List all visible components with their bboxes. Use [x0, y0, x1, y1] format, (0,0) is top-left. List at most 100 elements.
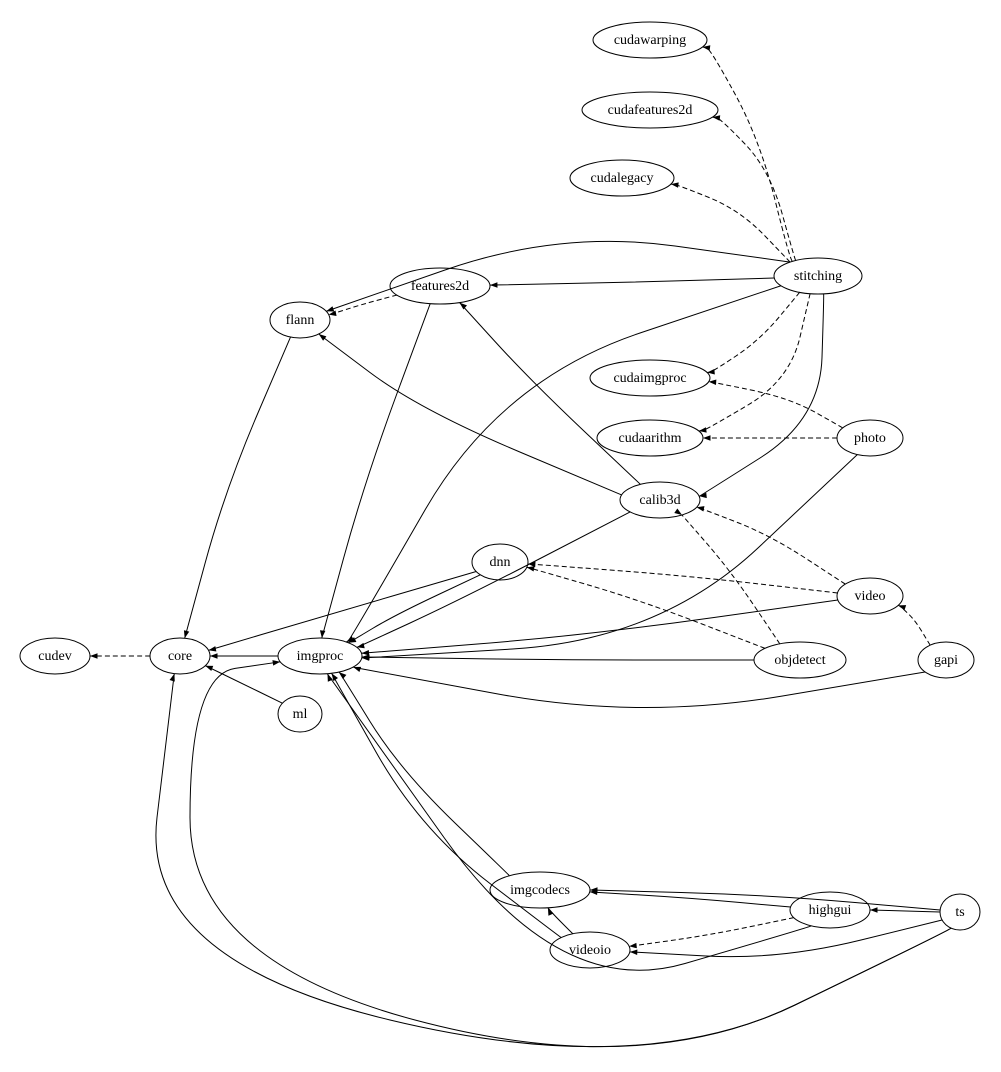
node-core: core	[150, 638, 210, 674]
edge-stitching-imgproc	[346, 286, 781, 642]
dependency-graph: cudawarping cudafeatures2d cudalegacy stitc…	[0, 0, 1001, 1072]
arrow-ts-highgui	[870, 907, 878, 912]
node-label-highgui: highgui	[809, 903, 852, 918]
node-label-videoio: videoio	[569, 943, 611, 958]
edge-stitching-cudafeatures2d	[712, 117, 795, 260]
node-label-gapi: gapi	[934, 653, 958, 668]
nodes-layer: cudawarping cudafeatures2d cudalegacy stitc…	[20, 22, 980, 968]
edge-calib3d-flann	[319, 334, 622, 495]
node-label-calib3d: calib3d	[639, 493, 680, 508]
edge-ts-highgui	[870, 910, 940, 912]
edge-objdetect-calib3d	[682, 515, 780, 644]
arrow-stitching-flann	[326, 306, 334, 311]
edge-video-dnn	[528, 564, 838, 593]
node-label-cudaimgproc: cudaimgproc	[613, 371, 686, 386]
node-label-cudalegacy: cudalegacy	[591, 171, 654, 186]
node-objdetect: objdetect	[754, 642, 846, 678]
node-stitching: stitching	[774, 258, 862, 294]
arrow-core-cudev	[90, 653, 98, 658]
arrow-imgproc-core	[210, 653, 218, 658]
node-label-imgcodecs: imgcodecs	[510, 883, 570, 898]
node-label-cudafeatures2d: cudafeatures2d	[608, 103, 693, 118]
arrow-calib3d-imgproc	[357, 643, 365, 648]
node-features2d: features2d	[390, 268, 490, 304]
node-label-cudawarping: cudawarping	[614, 33, 686, 48]
edge-video-calib3d	[697, 507, 846, 584]
arrow-calib3d-features2d	[459, 303, 467, 310]
arrow-ts-videoio	[630, 950, 638, 955]
edge-stitching-features2d	[490, 278, 774, 285]
node-calib3d: calib3d	[620, 482, 700, 518]
node-label-cudev: cudev	[38, 649, 71, 664]
edge-stitching-cudaarithm	[699, 294, 810, 431]
arrow-video-imgproc	[362, 650, 370, 655]
edge-gapi-video	[898, 605, 930, 645]
edge-stitching-calib3d	[699, 294, 824, 496]
edge-calib3d-features2d	[459, 303, 640, 485]
node-label-flann: flann	[286, 313, 315, 328]
node-label-stitching: stitching	[794, 269, 842, 284]
node-ts: ts	[940, 894, 980, 930]
arrow-features2d-imgproc	[320, 630, 325, 638]
edge-highgui-videoio	[629, 918, 794, 947]
arrow-ts-core	[170, 674, 175, 682]
node-label-dnn: dnn	[490, 555, 511, 570]
edge-highgui-imgproc	[327, 674, 811, 970]
node-label-video: video	[854, 589, 885, 604]
edge-stitching-cudaimgproc	[707, 292, 800, 372]
node-cudafeatures2d: cudafeatures2d	[582, 92, 718, 128]
arrow-calib3d-flann	[319, 334, 327, 341]
node-cudev: cudev	[20, 638, 90, 674]
node-highgui: highgui	[790, 892, 870, 928]
node-label-photo: photo	[854, 431, 886, 446]
node-dnn: dnn	[472, 544, 528, 580]
node-cudaimgproc: cudaimgproc	[590, 360, 710, 396]
edge-gapi-imgproc	[353, 667, 925, 707]
arrow-videoio-imgproc	[332, 673, 338, 681]
node-label-objdetect: objdetect	[774, 653, 825, 668]
edge-photo-imgproc	[362, 455, 858, 658]
edge-highgui-imgcodecs	[590, 892, 791, 907]
edge-stitching-cudawarping	[703, 47, 793, 261]
arrow-gapi-video	[898, 605, 906, 610]
node-cudaarithm: cudaarithm	[597, 420, 703, 456]
edge-features2d-imgproc	[322, 304, 430, 638]
node-ml: ml	[278, 696, 322, 732]
node-flann: flann	[270, 302, 330, 338]
node-label-core: core	[168, 649, 192, 664]
arrow-ml-core	[205, 666, 213, 671]
arrow-flann-core	[184, 630, 189, 638]
node-video: video	[837, 578, 903, 614]
node-photo: photo	[837, 420, 903, 456]
edge-flann-core	[185, 337, 291, 638]
node-cudawarping: cudawarping	[593, 22, 707, 58]
edge-ml-core	[205, 666, 282, 704]
arrow-imgcodecs-imgproc	[339, 672, 347, 679]
node-gapi: gapi	[918, 642, 974, 678]
node-label-features2d: features2d	[411, 279, 469, 294]
edge-ts-videoio	[630, 920, 942, 957]
edge-objdetect-imgproc	[362, 657, 754, 660]
edge-imgcodecs-imgproc	[339, 672, 510, 876]
node-imgproc: imgproc	[278, 638, 362, 674]
arrow-dnn-core	[208, 646, 216, 651]
arrow-gapi-imgproc	[353, 667, 361, 672]
arrow-objdetect-dnn	[527, 566, 535, 571]
node-label-ml: ml	[293, 707, 308, 722]
node-label-ts: ts	[955, 905, 964, 920]
arrow-stitching-features2d	[490, 282, 498, 287]
arrow-videoio-imgcodecs	[548, 908, 554, 916]
node-imgcodecs: imgcodecs	[490, 872, 590, 908]
node-label-cudaarithm: cudaarithm	[619, 431, 682, 446]
edge-stitching-flann	[326, 241, 790, 311]
arrow-photo-cudaarithm	[703, 435, 711, 440]
edge-ts-imgcodecs	[590, 890, 940, 910]
arrow-objdetect-calib3d	[674, 509, 682, 515]
edge-photo-cudaimgproc	[709, 382, 843, 428]
node-cudalegacy: cudalegacy	[570, 160, 674, 196]
edge-stitching-cudalegacy	[671, 184, 790, 262]
edge-video-imgproc	[362, 600, 838, 653]
node-label-imgproc: imgproc	[297, 649, 344, 664]
edge-ts-core	[156, 674, 951, 1047]
arrow-highgui-videoio	[629, 943, 637, 948]
